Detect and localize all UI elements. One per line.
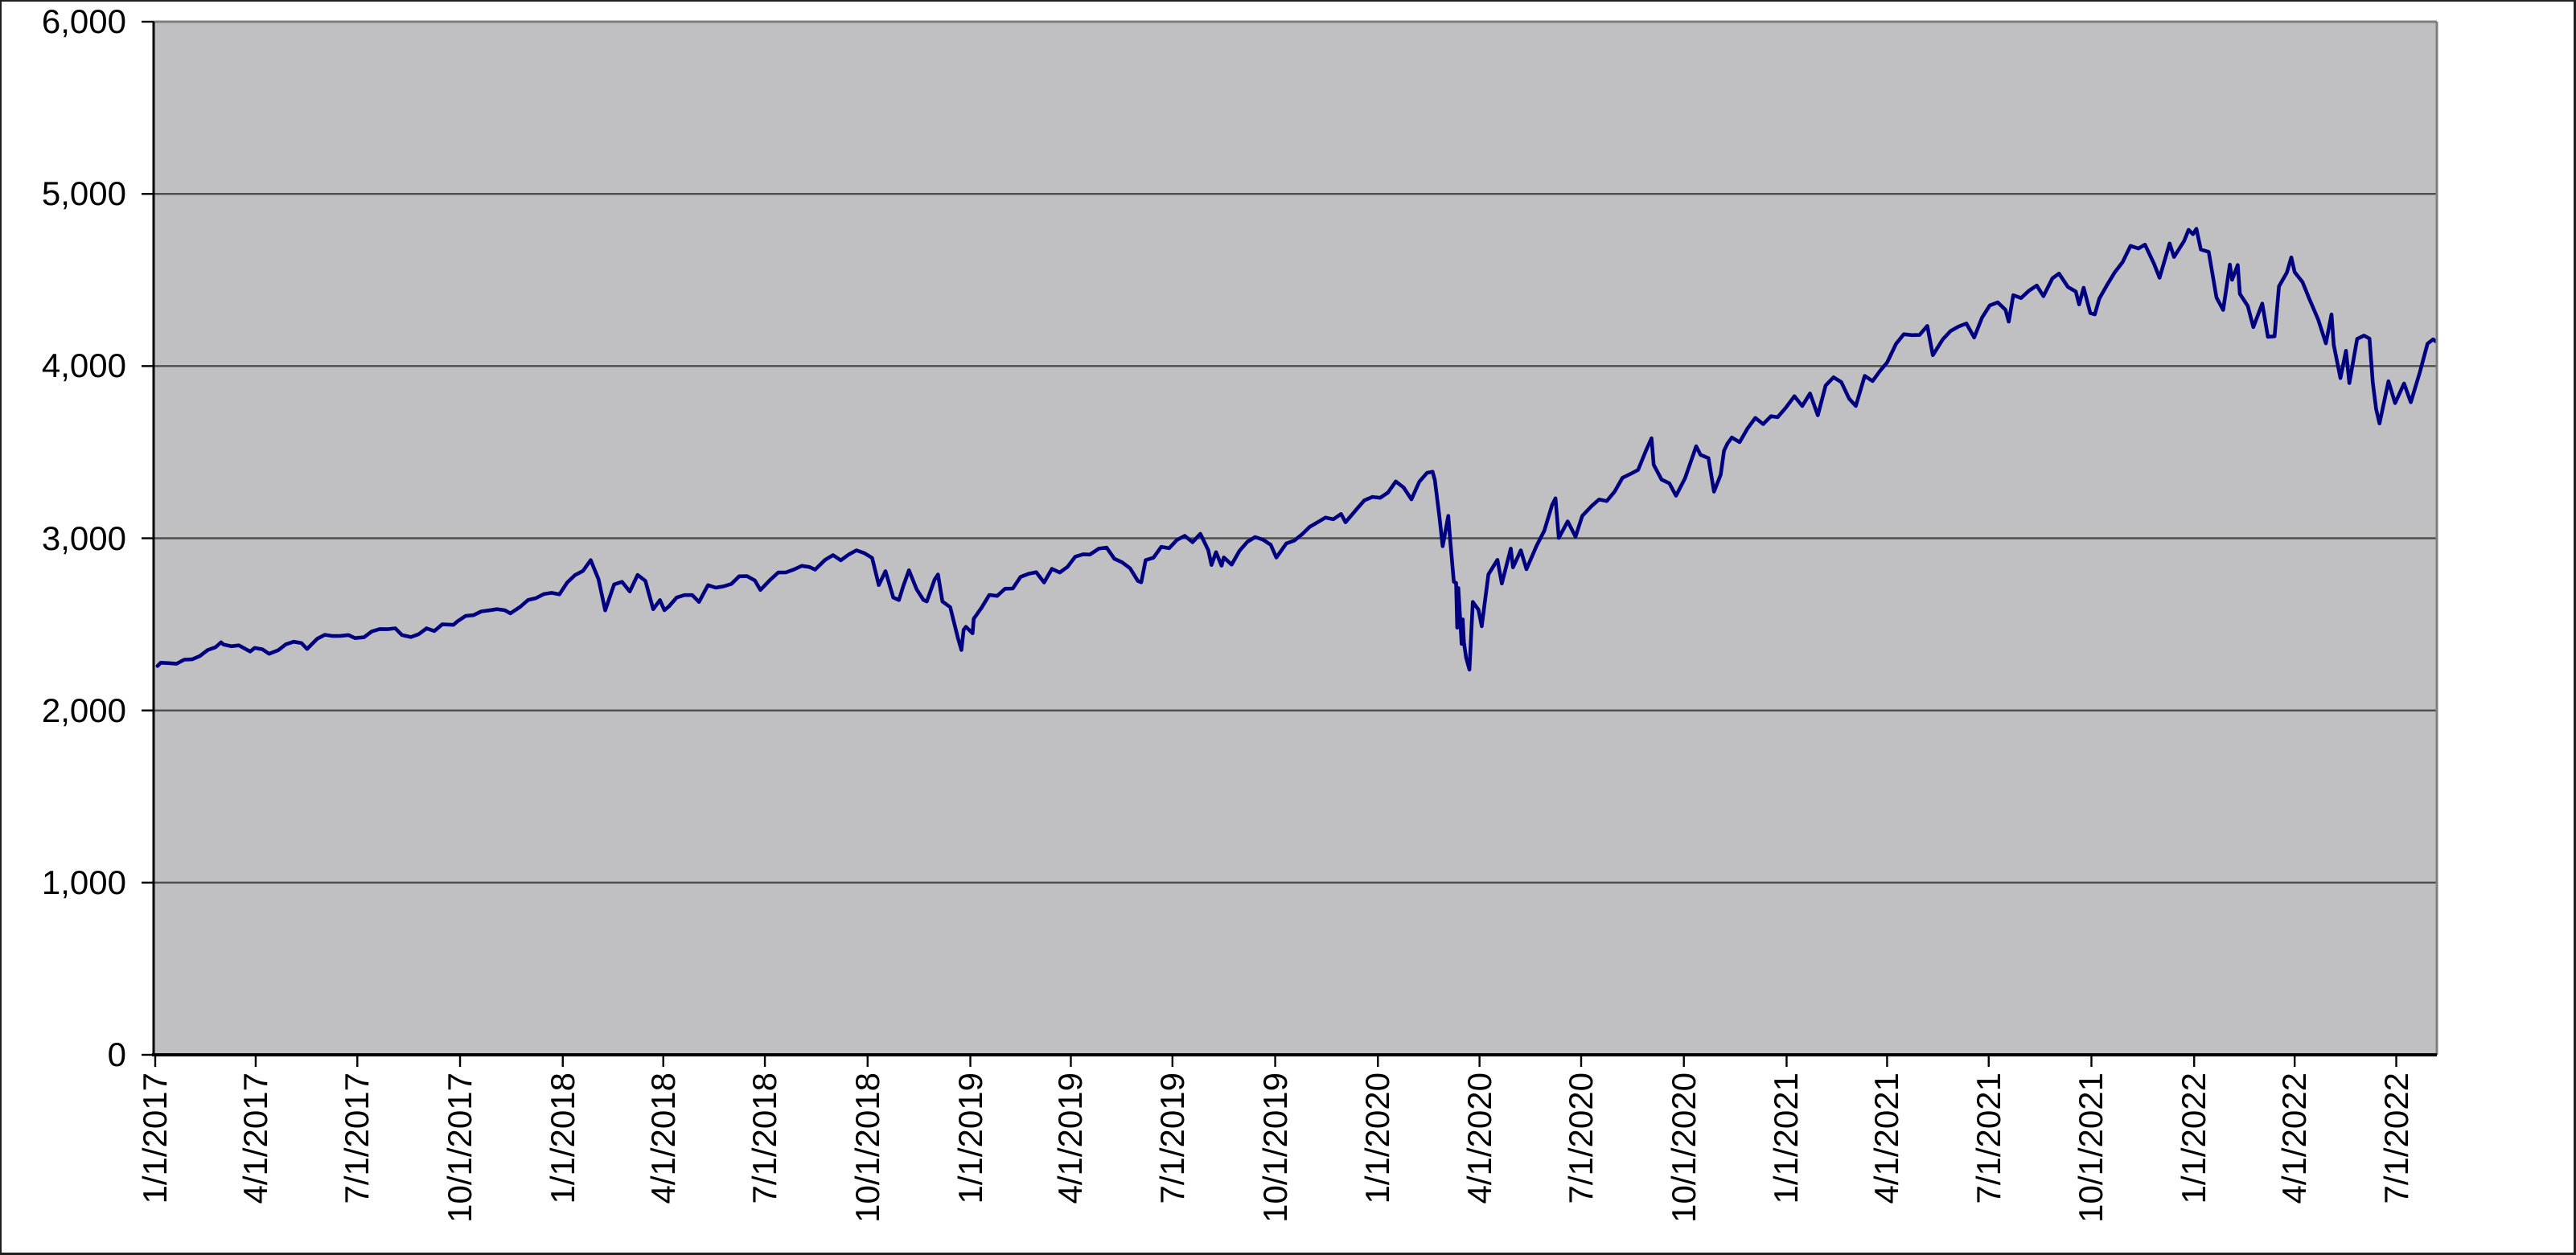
x-axis-tick-label: 4/1/2022 [2275, 1072, 2314, 1204]
x-axis-tick-label: 4/1/2018 [643, 1072, 682, 1204]
x-axis-tick-label: 7/1/2022 [2377, 1072, 2415, 1204]
x-axis-tick-label: 10/1/2019 [1255, 1072, 1294, 1223]
x-axis-tick-label: 7/1/2020 [1561, 1072, 1600, 1204]
y-axis-tick-label: 2,000 [41, 691, 126, 729]
x-axis-tick-label: 1/1/2021 [1767, 1072, 1806, 1204]
y-axis-tick-label: 4,000 [41, 347, 126, 385]
y-axis-ticks [142, 20, 154, 1056]
y-axis-tick-label: 0 [107, 1036, 126, 1073]
x-axis-ticks [154, 1056, 2397, 1067]
series-line-sp500 [155, 227, 2438, 672]
x-axis-tick-label: 4/1/2020 [1460, 1072, 1498, 1204]
x-axis-tick-label: 10/1/2020 [1664, 1072, 1703, 1223]
x-axis-tick-label: 10/1/2021 [2072, 1072, 2110, 1223]
x-axis-tick-label: 4/1/2019 [1051, 1072, 1090, 1204]
x-axis-tick-label: 7/1/2019 [1152, 1072, 1191, 1204]
x-axis-tick-label: 7/1/2017 [338, 1072, 376, 1204]
y-axis-tick-label: 5,000 [41, 174, 126, 213]
x-axis-tick-label: 1/1/2017 [136, 1072, 174, 1204]
x-axis-tick-label: 7/1/2018 [746, 1072, 784, 1204]
y-axis-tick-label: 1,000 [41, 863, 126, 901]
y-axis-tick-label: 6,000 [41, 2, 126, 40]
x-axis-tick-label: 1/1/2022 [2175, 1072, 2213, 1204]
x-axis-tick-label: 4/1/2017 [236, 1072, 274, 1204]
x-axis-tick-label: 1/1/2019 [951, 1072, 989, 1204]
x-axis-tick-label: 1/1/2020 [1358, 1072, 1397, 1204]
x-axis-tick-label: 10/1/2017 [441, 1072, 479, 1223]
y-axis-tick-label: 3,000 [41, 519, 126, 557]
x-axis-tick-label: 1/1/2018 [543, 1072, 581, 1204]
x-axis-tick-label: 7/1/2021 [1969, 1072, 2007, 1204]
x-axis-tick-label: 10/1/2018 [848, 1072, 886, 1223]
x-axis-tick-label: 4/1/2021 [1867, 1072, 1906, 1204]
